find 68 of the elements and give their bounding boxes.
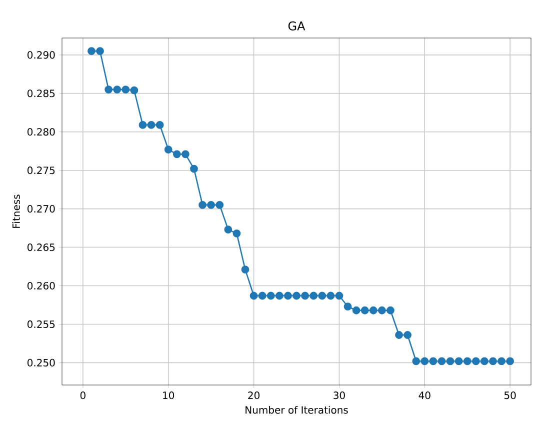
y-tick-label: 0.250	[28, 358, 55, 366]
point	[412, 357, 420, 366]
point	[344, 302, 352, 310]
point	[446, 357, 454, 366]
point	[266, 292, 275, 300]
point	[378, 306, 386, 314]
point	[292, 292, 300, 300]
x-tick-label: 0	[80, 392, 86, 400]
point	[172, 150, 181, 158]
point	[472, 357, 480, 366]
point	[224, 226, 232, 234]
y-tick-label: 0.260	[28, 282, 55, 290]
point	[104, 86, 113, 94]
point	[122, 86, 130, 94]
y-tick-label: 0.290	[28, 51, 55, 59]
point	[386, 306, 394, 314]
point	[352, 306, 360, 314]
point	[369, 306, 378, 314]
point	[463, 357, 472, 366]
point	[395, 331, 403, 339]
point	[301, 292, 309, 300]
x-tick-label: 40	[418, 392, 430, 400]
point	[420, 357, 429, 366]
point	[310, 292, 318, 300]
point	[454, 357, 463, 366]
point	[232, 229, 241, 238]
y-tick-label: 0.265	[28, 243, 55, 252]
point	[181, 150, 190, 158]
point	[130, 86, 138, 94]
y-tick-label: 0.255	[28, 320, 55, 328]
point	[284, 292, 292, 300]
point	[429, 357, 438, 366]
point	[113, 86, 122, 94]
point	[258, 292, 266, 300]
x-tick-label: 30	[334, 392, 345, 400]
point	[480, 357, 488, 366]
y-axis-title: Fitness	[12, 194, 20, 228]
point	[360, 306, 369, 314]
x-tick-label: 50	[504, 392, 516, 400]
x-tick-label: 20	[248, 392, 260, 400]
point	[190, 164, 198, 173]
point	[156, 120, 164, 129]
chart-title: GA	[288, 21, 306, 30]
point	[326, 292, 335, 300]
point	[164, 146, 172, 154]
point	[96, 47, 104, 56]
y-tick-label: 0.280	[28, 128, 55, 136]
point	[438, 357, 446, 366]
y-tick-label: 0.285	[28, 90, 55, 98]
point	[506, 357, 514, 366]
point	[198, 201, 206, 209]
point	[241, 266, 250, 274]
point	[498, 357, 506, 366]
y-tick-label: 0.275	[28, 166, 55, 174]
point	[318, 292, 326, 300]
point	[88, 47, 96, 56]
point	[216, 201, 224, 209]
y-tick-label: 0.270	[28, 205, 55, 213]
point	[489, 357, 497, 366]
point	[275, 292, 284, 300]
point	[147, 120, 156, 129]
point	[207, 201, 216, 209]
x-tick-label: 10	[163, 392, 174, 400]
point	[335, 292, 344, 300]
x-axis-title: Number of Iterations	[246, 406, 348, 414]
point	[250, 292, 258, 300]
point	[138, 120, 147, 129]
point	[404, 331, 412, 339]
